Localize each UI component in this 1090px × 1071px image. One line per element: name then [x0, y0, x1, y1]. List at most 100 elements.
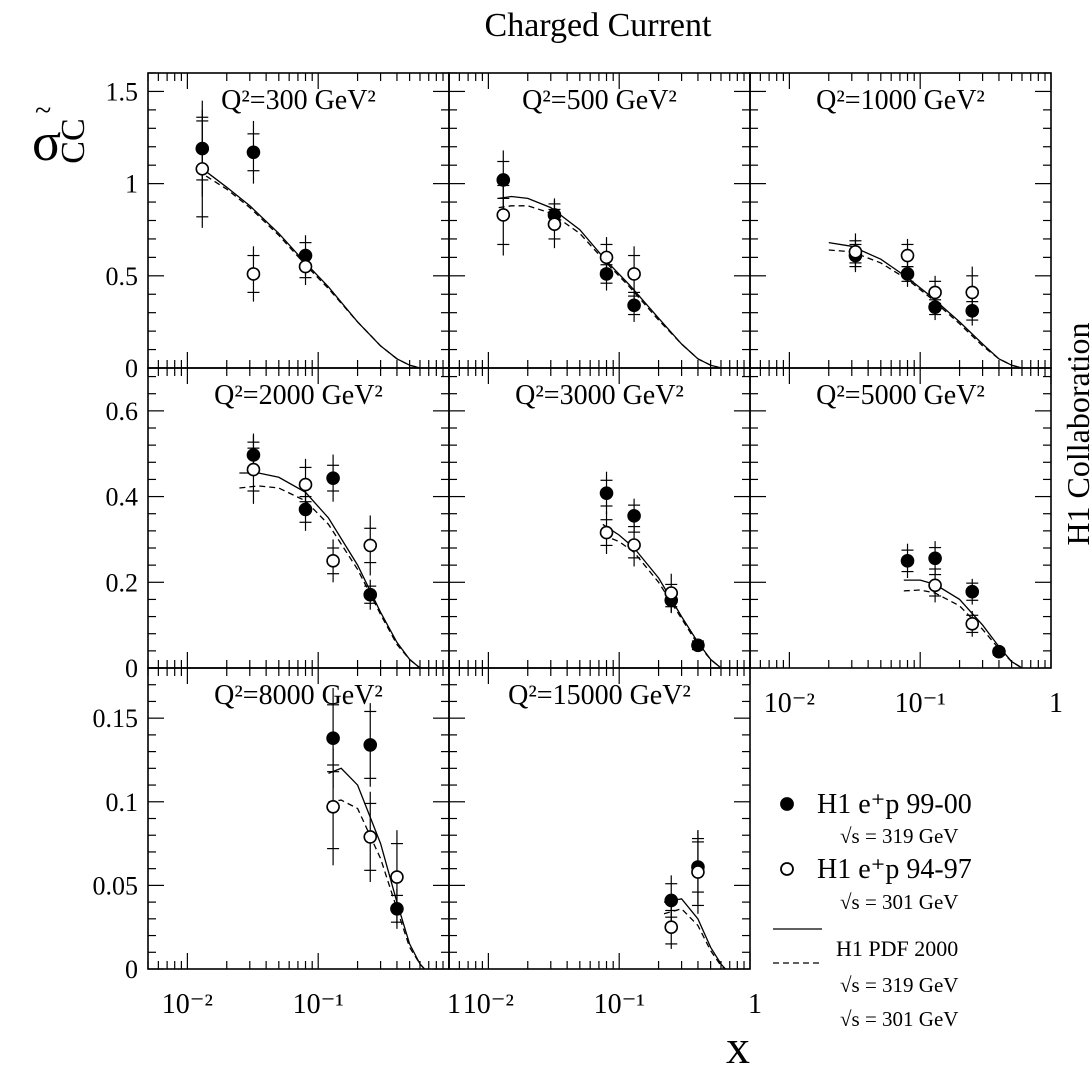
data-point-94-97	[496, 208, 511, 222]
panel-frame	[749, 72, 1052, 369]
panel-frame	[448, 667, 751, 970]
data-point-99-00	[326, 731, 340, 746]
data-point-99-00	[627, 509, 641, 523]
x-tick-label: 1	[447, 989, 461, 1020]
curve-301-dashed	[663, 908, 726, 970]
panel-title: Q²=300 GeV²	[221, 85, 376, 116]
y-tick-label: 1	[125, 170, 138, 199]
panel-title: Q²=500 GeV²	[522, 85, 677, 116]
panel-frame	[448, 367, 751, 669]
x-tick-label: 10⁻¹	[293, 989, 344, 1020]
legend-model-title: H1 PDF 2000	[836, 936, 958, 961]
data-point-94-97	[965, 285, 980, 300]
data-point-94-97	[965, 617, 980, 631]
curve-301-dashed	[498, 205, 722, 369]
panel-7: Q²=8000 GeV²	[147, 667, 450, 970]
data-point-94-97	[390, 870, 404, 884]
y-tick-label: 0.5	[106, 262, 139, 291]
data-point-94-97	[363, 538, 378, 553]
legend-entry-1-sublabel: √s = 319 GeV	[840, 824, 958, 848]
side-label: H1 Collaboration	[1060, 322, 1090, 545]
panel-3: Q²=1000 GeV²	[749, 72, 1052, 369]
panel-title: Q²=2000 GeV²	[214, 380, 383, 411]
y-tick-label: 1.5	[106, 77, 139, 106]
legend-open-marker	[780, 862, 794, 876]
y-tick-label: 0.4	[106, 483, 139, 512]
x-tick-label: 10⁻²	[162, 989, 213, 1020]
data-point-99-00	[900, 554, 915, 568]
legend: H1 e⁺p 99-00 √s = 319 GeV H1 e⁺p 94-97 √…	[773, 789, 972, 1031]
data-point-99-00	[363, 738, 378, 752]
curve-301-dashed	[828, 249, 1023, 369]
data-point-94-97	[900, 248, 915, 263]
curve-319-solid	[498, 195, 722, 369]
curve-301-dashed	[239, 485, 421, 669]
curve-319-solid	[328, 767, 425, 970]
panel-1: Q²=300 GeV²	[147, 72, 450, 369]
panel-frame	[147, 367, 450, 669]
data-point-94-97	[326, 554, 340, 568]
legend-entry-2-sublabel: √s = 301 GeV	[840, 890, 958, 914]
data-point-94-97	[547, 217, 562, 231]
data-point-94-97	[664, 586, 679, 600]
y-axis-tilde: ~	[35, 94, 51, 127]
panel-4: Q²=2000 GeV²	[147, 367, 450, 669]
data-point-94-97	[664, 920, 679, 934]
legend-entry-2-label: H1 e⁺p 94-97	[817, 854, 972, 885]
panel-frame	[749, 367, 1052, 669]
panel-title: Q²=1000 GeV²	[816, 85, 985, 116]
legend-solid-label: √s = 319 GeV	[840, 973, 958, 997]
x-tick-label: 1	[1049, 688, 1063, 719]
panel-title: Q²=3000 GeV²	[515, 380, 684, 411]
panel-6: Q²=5000 GeV²	[749, 367, 1052, 669]
data-point-94-97	[246, 267, 261, 281]
data-point-99-00	[992, 644, 1006, 659]
curve-319-solid	[197, 164, 421, 369]
y-tick-label: 0	[125, 955, 138, 984]
y-tick-label: 0	[125, 354, 138, 383]
curve-301-dashed	[602, 534, 722, 669]
data-point-99-00	[363, 587, 378, 602]
curve-301-dashed	[197, 170, 421, 369]
data-point-94-97	[363, 830, 378, 844]
y-tick-label: 0	[125, 654, 138, 683]
panel-5: Q²=3000 GeV²	[448, 367, 751, 669]
x-tick-label: 10⁻¹	[594, 989, 645, 1020]
data-point-94-97	[691, 865, 705, 879]
y-tick-label: 0.6	[106, 397, 139, 426]
data-point-99-00	[965, 584, 980, 599]
data-point-94-97	[298, 477, 313, 492]
panel-frame	[448, 72, 751, 369]
data-point-94-97	[627, 267, 641, 281]
x-axis-label: x	[726, 1021, 750, 1071]
data-point-94-97	[599, 250, 614, 265]
data-point-94-97	[195, 162, 210, 176]
data-point-99-00	[599, 486, 614, 500]
data-point-94-97	[599, 525, 614, 540]
y-tick-label: 0.2	[106, 568, 139, 597]
panel-title: Q²=15000 GeV²	[508, 680, 691, 711]
legend-entry-1-label: H1 e⁺p 99-00	[817, 789, 972, 820]
data-point-99-00	[928, 551, 942, 566]
curve-301-dashed	[903, 589, 1023, 669]
panel-2: Q²=500 GeV²	[448, 72, 751, 369]
panel-8: Q²=15000 GeV²	[448, 667, 751, 970]
x-tick-label: 10⁻²	[764, 688, 815, 719]
data-point-94-97	[627, 538, 641, 552]
x-tick-label: 10⁻²	[463, 989, 514, 1020]
data-point-99-00	[326, 471, 340, 485]
y-tick-label: 0.1	[106, 788, 139, 817]
data-point-94-97	[246, 462, 261, 477]
data-point-94-97	[298, 259, 313, 274]
data-point-99-00	[691, 638, 705, 653]
data-point-94-97	[326, 799, 340, 814]
panel-title: Q²=8000 GeV²	[214, 680, 383, 711]
data-point-94-97	[848, 245, 863, 259]
x-tick-label: 10⁻¹	[895, 688, 946, 719]
y-tick-label: 0.15	[93, 704, 139, 733]
panels-group: Q²=300 GeV² Q²=500 GeV² Q²=1000 GeV² Q²=200…	[147, 72, 1052, 970]
y-tick-label: 0.05	[93, 871, 139, 900]
curve-319-solid	[239, 472, 421, 669]
panel-frame	[147, 72, 450, 369]
